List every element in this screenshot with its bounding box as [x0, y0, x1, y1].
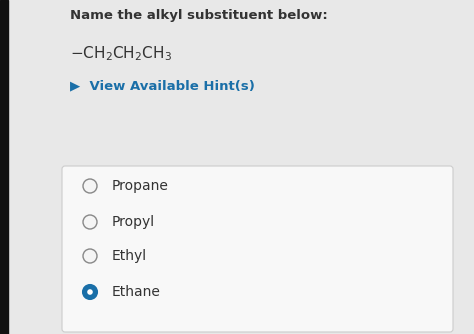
FancyBboxPatch shape — [62, 166, 453, 332]
Circle shape — [83, 249, 97, 263]
Circle shape — [87, 289, 93, 295]
Text: Ethane: Ethane — [112, 285, 161, 299]
Text: Propane: Propane — [112, 179, 169, 193]
Bar — [0, 0, 8, 334]
Circle shape — [83, 215, 97, 229]
Text: Ethyl: Ethyl — [112, 249, 147, 263]
Text: ▶  View Available Hint(s): ▶ View Available Hint(s) — [70, 79, 255, 92]
Text: $\mathregular{-CH_2CH_2CH_3}$: $\mathregular{-CH_2CH_2CH_3}$ — [70, 44, 172, 63]
Circle shape — [83, 179, 97, 193]
Text: Propyl: Propyl — [112, 215, 155, 229]
Circle shape — [83, 285, 97, 299]
Text: Name the alkyl substituent below:: Name the alkyl substituent below: — [70, 9, 328, 22]
